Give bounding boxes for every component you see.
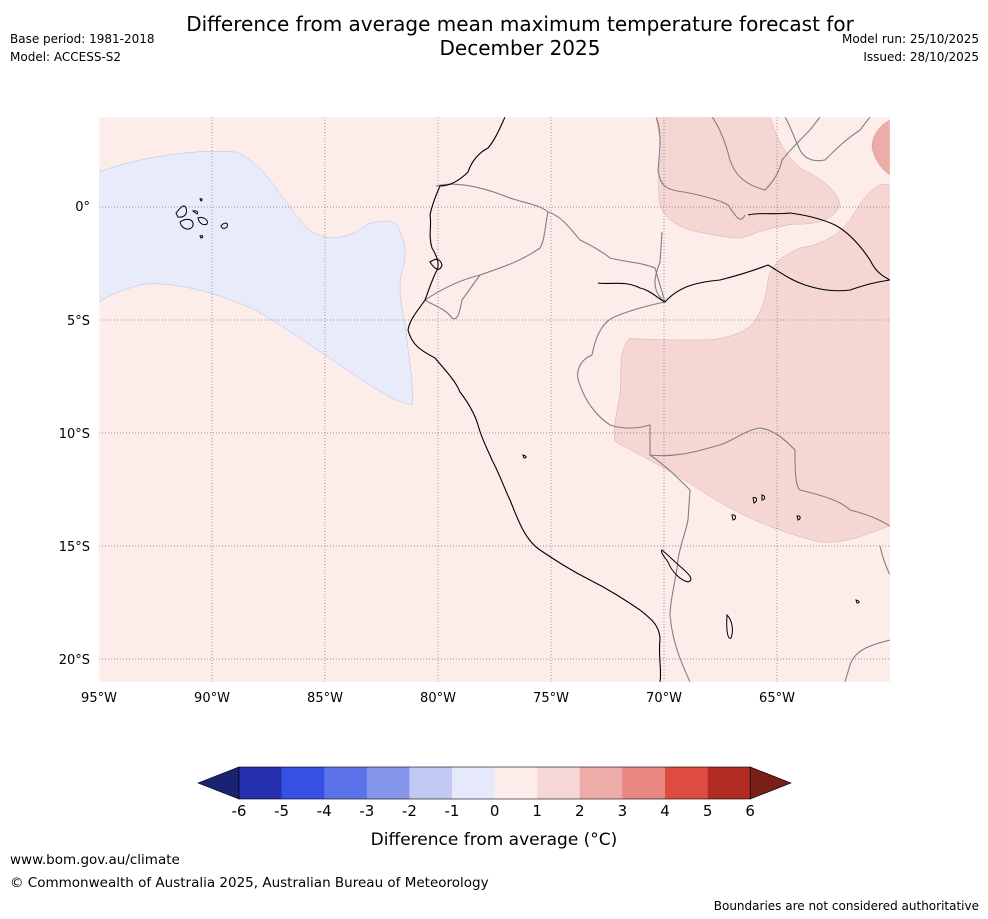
anomaly-region-2-to-3 xyxy=(871,119,890,176)
anomaly-region-1-to-2 xyxy=(655,117,841,239)
model-name: Model: ACCESS-S2 xyxy=(10,50,122,64)
footer-disclaimer: Boundaries are not considered authoritat… xyxy=(713,899,979,913)
colorbar-tick-label: -4 xyxy=(317,802,332,820)
colorbar-frame xyxy=(238,766,751,800)
colorbar-tick-label: -1 xyxy=(445,802,460,820)
coastline xyxy=(407,117,890,682)
colorbar-tick-label: 1 xyxy=(532,802,542,820)
map-area xyxy=(99,117,890,682)
anomaly-region-1-to-2-east xyxy=(613,184,890,543)
colorbar-swatch xyxy=(239,767,282,799)
colorbar-swatch xyxy=(622,767,666,799)
map-title: Difference from average mean maximum tem… xyxy=(186,12,854,60)
colorbar-swatch xyxy=(409,767,453,799)
colorbar-swatch xyxy=(665,767,708,799)
lon-label: 65°W xyxy=(759,691,795,706)
graticule xyxy=(99,117,890,682)
colorbar-tick-label: 5 xyxy=(703,802,713,820)
colorbar-overflow-arrow xyxy=(749,766,792,800)
country-borders xyxy=(424,117,890,682)
lat-label: 10°S xyxy=(59,427,90,442)
footer-url[interactable]: www.bom.gov.au/climate xyxy=(10,852,180,868)
colorbar-tick-label: 3 xyxy=(618,802,628,820)
meta-left: Base period: 1981-2018 Model: ACCESS-S2 xyxy=(10,30,155,66)
colorbar-swatch xyxy=(452,767,495,799)
footer-copyright: © Commonwealth of Australia 2025, Austra… xyxy=(10,875,489,891)
lon-label: 90°W xyxy=(194,691,230,706)
lon-label: 85°W xyxy=(307,691,343,706)
base-period: Base period: 1981-2018 xyxy=(10,32,155,46)
colorbar-tick-label: -6 xyxy=(232,802,247,820)
colorbar-tick-label: -3 xyxy=(359,802,374,820)
colorbar-tick-label: 4 xyxy=(660,802,670,820)
lat-label: 0° xyxy=(75,200,90,215)
colorbar-tick-label: 6 xyxy=(745,802,755,820)
meta-right: Model run: 25/10/2025 Issued: 28/10/2025 xyxy=(842,30,979,66)
colorbar-swatch xyxy=(494,767,538,799)
colorbar-underflow-arrow xyxy=(197,766,240,800)
axis-labels: 95°W 90°W 85°W 80°W 75°W 70°W 65°W 0° 5°… xyxy=(59,200,795,706)
lon-label: 70°W xyxy=(646,691,682,706)
colorbar-tick-label: 2 xyxy=(575,802,585,820)
lon-label: 80°W xyxy=(420,691,456,706)
colorbar-swatch xyxy=(281,767,325,799)
colorbar: -6 -5 -4 -3 -2 -1 0 1 2 3 4 5 6 xyxy=(197,766,792,820)
lat-label: 15°S xyxy=(59,540,90,555)
lat-label: 5°S xyxy=(67,314,90,329)
galapagos-islands xyxy=(175,198,228,239)
colorbar-swatch xyxy=(579,767,623,799)
model-run: Model run: 25/10/2025 xyxy=(841,32,979,46)
lon-label: 75°W xyxy=(533,691,569,706)
colorbar-swatch xyxy=(707,767,751,799)
colorbar-swatch xyxy=(537,767,581,799)
colorbar-tick-label: -2 xyxy=(402,802,417,820)
colorbar-tick-label: -5 xyxy=(274,802,289,820)
colorbar-title: Difference from average (°C) xyxy=(371,830,618,850)
lon-label: 95°W xyxy=(81,691,117,706)
issued-date: Issued: 28/10/2025 xyxy=(863,50,979,64)
colorbar-swatch xyxy=(324,767,368,799)
colorbar-tick-label: 0 xyxy=(490,802,500,820)
lat-label: 20°S xyxy=(59,653,90,668)
colorbar-swatch xyxy=(366,767,410,799)
lakes xyxy=(522,454,860,639)
